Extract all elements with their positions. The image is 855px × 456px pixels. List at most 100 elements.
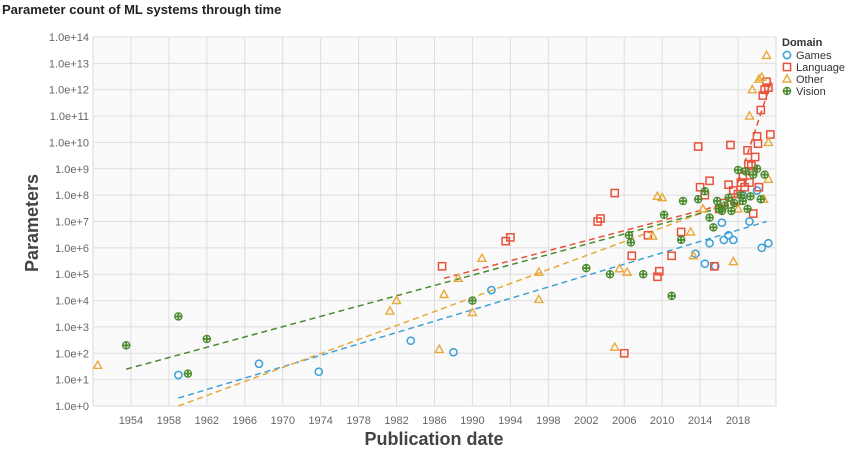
point-vision [730,199,739,208]
point-language [740,182,750,192]
point-vision [713,196,722,205]
x-tick-label: 1978 [346,415,370,427]
point-vision [700,187,710,196]
point-language [726,140,735,150]
point-vision [746,192,755,201]
x-tick-label: 2014 [688,415,712,427]
point-vision [174,312,183,321]
x-tick-label: 2018 [726,415,750,427]
point-vision [639,270,648,279]
y-tick-label: 1.0e+9 [55,164,89,176]
x-tick-label: 1990 [460,415,484,427]
point-vision [749,170,758,179]
point-vision [756,194,766,204]
y-tick-label: 1.0e+6 [55,243,89,255]
data-points [92,49,775,380]
point-language [765,130,775,139]
point-vision [753,164,762,173]
y-tick-label: 1.0e+3 [55,322,89,334]
point-language [754,182,764,192]
point-games [764,238,773,248]
legend-label-games: Games [796,50,832,62]
y-tick-label: 1.0e+4 [55,296,89,308]
x-tick-label: 1998 [536,415,560,427]
point-language [627,251,637,261]
point-vision [659,210,669,220]
point-other [453,272,464,282]
legend-marker-other [781,73,793,83]
x-axis-label: Publication date [364,429,503,449]
x-axis-ticks: 1954 1958 1962 1966 1970 1974 1978 1982 1986 1990… [119,415,751,427]
point-vision [736,190,746,200]
point-language [748,209,758,218]
point-vision [638,269,648,279]
x-tick-label: 1970 [270,415,294,427]
y-tick-label: 1.0e+5 [55,269,89,281]
point-vision [693,194,703,204]
point-vision [700,187,709,196]
point-other [732,203,744,213]
point-language [756,105,766,115]
point-language [745,178,754,187]
trend-line-other [178,202,729,407]
point-other [621,266,633,276]
point-games [705,238,714,248]
legend-label-vision: Vision [796,86,826,98]
point-vision [712,196,722,206]
point-games [314,367,324,377]
point-vision [760,170,769,179]
trend-line-games [178,220,767,399]
point-vision [709,223,718,232]
point-vision [724,193,733,202]
point-other [92,359,103,370]
point-vision [727,207,736,216]
point-games [757,243,767,253]
point-language [676,227,686,237]
point-games [487,285,496,295]
point-language [724,180,733,190]
point-vision [183,369,193,378]
point-vision [709,223,718,232]
point-other [476,252,488,263]
point-vision [730,198,739,208]
point-language [653,272,662,282]
legend-marker-vision [782,86,792,96]
x-tick-label: 1966 [233,415,257,427]
point-vision [679,196,688,205]
point-other [747,84,758,94]
point-vision [605,269,615,279]
point-games [174,370,183,380]
point-vision [678,196,688,206]
y-tick-label: 1.0e+10 [49,137,89,149]
point-language [693,142,703,151]
point-other [384,305,396,315]
point-language [506,233,515,242]
chart-title: Parameter count of ML systems through ti… [2,2,281,17]
x-tick-label: 1958 [157,415,181,427]
point-games [728,235,738,245]
point-language [750,152,760,162]
point-other [467,306,478,317]
point-language [758,91,768,100]
legend-label-language: Language [796,62,845,74]
point-vision [183,369,192,378]
point-vision [582,264,591,273]
point-language [764,83,773,92]
point-other [434,343,445,354]
x-tick-label: 1986 [422,415,446,427]
point-other [744,110,755,120]
point-vision [468,296,477,305]
point-other [761,49,772,60]
point-language [753,139,763,148]
y-tick-label: 1.0e+0 [55,401,89,413]
point-vision [720,201,730,210]
y-tick-label: 1.0e+14 [49,32,89,44]
legend-marker-language [782,62,792,72]
y-axis-ticks: 1.0e+0 1.0e+1 1.0e+2 1.0e+3 1.0e+4 1.0e+5 1.0e… [49,32,89,413]
point-vision [694,195,703,204]
point-vision [743,204,752,214]
point-vision [705,213,714,222]
point-vision [202,334,212,344]
point-other [533,266,545,276]
